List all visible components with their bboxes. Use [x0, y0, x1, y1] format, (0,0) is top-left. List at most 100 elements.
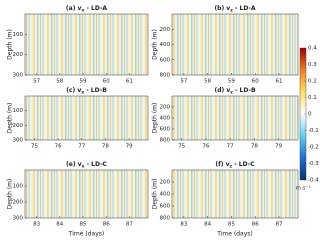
x-tick-label: 61 [275, 79, 282, 85]
x-tick-label: 87 [126, 222, 133, 228]
y-tick-label: 300 [13, 216, 24, 222]
panel-title: (b) vz - LD-A [214, 5, 255, 14]
x-tick-label: 79 [275, 144, 282, 150]
y-axis-label: Depth (m) [152, 179, 159, 210]
panel-title: (f) vz - LD-C [215, 161, 255, 170]
y-tick-label: 200 [13, 123, 24, 129]
title-site: - LD-C [232, 161, 255, 168]
y-tick-label: 200 [160, 105, 171, 111]
panel-title: (e) vx - LD-C [66, 161, 108, 170]
title-site: - LD-B [233, 87, 256, 94]
y-tick-label: 400 [160, 42, 171, 48]
heatmap-field [171, 95, 299, 141]
colorbar-tick-label: 0.1 [308, 95, 317, 101]
colorbar-tick-label: -0.3 [308, 161, 319, 167]
title-component: z [230, 90, 233, 95]
title-label: (a) v [66, 5, 82, 12]
x-tick-label: 85 [228, 222, 235, 228]
x-tick-label: 84 [204, 222, 211, 228]
y-tick-label: 800 [160, 216, 171, 222]
title-label: (e) v [66, 161, 82, 168]
x-tick-label: 86 [252, 222, 259, 228]
x-tick-label: 58 [56, 79, 63, 85]
title-component: z [230, 164, 233, 169]
title-label: (b) v [214, 5, 230, 12]
y-axis-label: Depth (m) [7, 29, 14, 60]
x-tick-label: 60 [103, 79, 110, 85]
title-label: (c) v [66, 87, 81, 94]
x-tick-label: 76 [55, 144, 62, 150]
heatmap-field [24, 169, 149, 219]
x-tick-label: 75 [178, 144, 185, 150]
x-tick-label: 85 [80, 222, 87, 228]
y-tick-label: 200 [160, 180, 171, 186]
title-label: (f) v [215, 161, 229, 168]
heatmap-field [24, 95, 149, 141]
x-tick-label: 58 [204, 79, 211, 85]
title-component: x [81, 8, 84, 13]
panel-title: (d) vz - LD-B [214, 87, 255, 96]
x-tick-label: 57 [180, 79, 187, 85]
colorbar-tick-label: 0.4 [308, 46, 317, 52]
x-tick-label: 87 [275, 222, 282, 228]
y-tick-label: 400 [160, 116, 171, 122]
y-tick-label: 600 [160, 204, 171, 210]
x-tick-label: 84 [56, 222, 63, 228]
x-tick-label: 77 [78, 144, 85, 150]
title-component: x [82, 164, 85, 169]
y-tick-label: 600 [160, 57, 171, 63]
y-axis-label: Depth (m) [152, 103, 159, 134]
y-tick-label: 100 [13, 108, 24, 114]
x-tick-label: 60 [252, 79, 259, 85]
title-component: x [81, 90, 84, 95]
x-axis-label: Time (days) [216, 231, 252, 238]
x-tick-label: 83 [33, 222, 40, 228]
colorbar-label: m s⁻¹ [295, 185, 310, 192]
panel-title: (a) vx - LD-A [66, 5, 108, 14]
panel-title: (c) vx - LD-B [66, 87, 107, 96]
y-tick-label: 100 [13, 32, 24, 38]
title-site: - LD-A [233, 5, 256, 12]
colorbar-tick-label: 0.2 [308, 79, 317, 85]
x-tick-label: 83 [180, 222, 187, 228]
x-tick-label: 79 [126, 144, 133, 150]
colorbar-tick-label: -0.2 [308, 145, 319, 151]
y-tick-label: 100 [13, 184, 24, 190]
x-tick-label: 75 [31, 144, 38, 150]
y-tick-label: 300 [13, 138, 24, 144]
y-tick-label: 800 [160, 73, 171, 79]
x-tick-label: 59 [80, 79, 87, 85]
colorbar-tick-label: -0.4 [308, 178, 319, 184]
y-tick-label: 300 [13, 73, 24, 79]
title-site: - LD-B [84, 87, 107, 94]
heatmap-field [171, 169, 299, 219]
y-axis-label: Depth (m) [7, 103, 14, 134]
y-axis-label: Depth (m) [152, 29, 159, 60]
y-tick-label: 200 [13, 200, 24, 206]
y-tick-label: 600 [160, 127, 171, 133]
y-tick-label: 200 [13, 52, 24, 58]
y-tick-label: 400 [160, 192, 171, 198]
heatmap-field [24, 13, 149, 76]
x-tick-label: 61 [126, 79, 133, 85]
x-tick-label: 76 [202, 144, 209, 150]
x-tick-label: 59 [228, 79, 235, 85]
colorbar-tick-label: -0.1 [308, 128, 319, 134]
colorbar-tick-label: 0.3 [308, 62, 317, 68]
title-site: - LD-C [84, 161, 107, 168]
x-tick-label: 78 [102, 144, 109, 150]
y-tick-label: 800 [160, 138, 171, 144]
heatmap-field [171, 13, 299, 76]
x-tick-label: 77 [227, 144, 234, 150]
colorbar-tick-label: 0 [308, 112, 312, 118]
x-tick-label: 86 [103, 222, 110, 228]
title-component: z [230, 8, 233, 13]
x-tick-label: 78 [251, 144, 258, 150]
x-axis-label: Time (days) [68, 231, 104, 238]
y-axis-label: Depth (m) [7, 179, 14, 210]
x-tick-label: 57 [33, 79, 40, 85]
y-tick-label: 200 [160, 27, 171, 33]
title-site: - LD-A [84, 5, 107, 12]
title-label: (d) v [214, 87, 230, 94]
